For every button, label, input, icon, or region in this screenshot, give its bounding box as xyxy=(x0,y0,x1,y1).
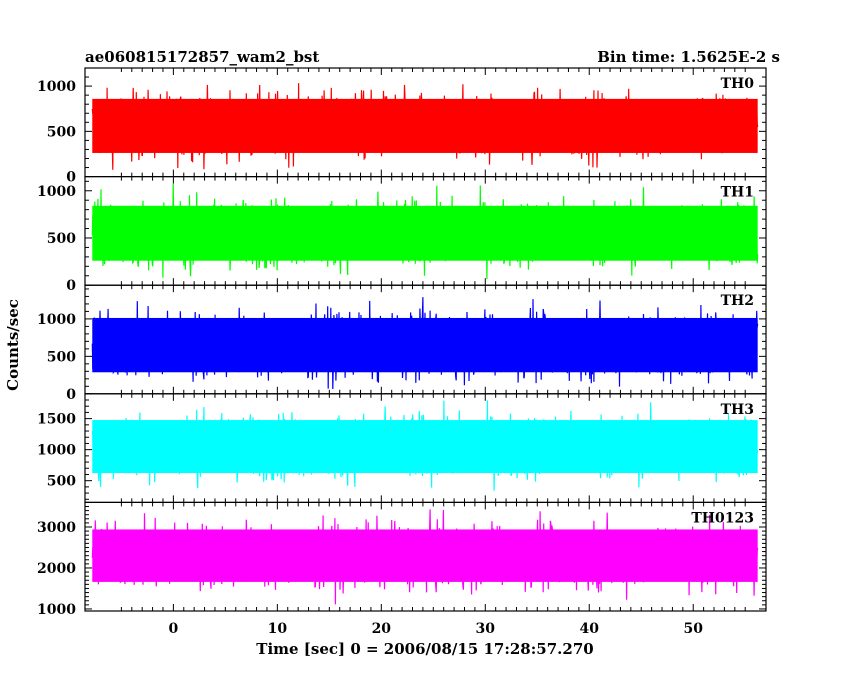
x-tick-label: 0 xyxy=(168,621,178,637)
series-line-th1 xyxy=(91,183,759,280)
series-line-th2 xyxy=(91,297,759,390)
x-tick-label: 10 xyxy=(268,621,288,637)
series-line-th3 xyxy=(91,400,759,491)
panel-label-th0: TH0 xyxy=(721,76,755,92)
y-tick-label: 500 xyxy=(47,349,76,365)
x-tick-label: 20 xyxy=(372,621,392,637)
y-tick-label: 1500 xyxy=(37,412,76,428)
panel-th0: 0 500 1000 TH0 xyxy=(37,67,767,186)
y-axis-label: Counts/sec xyxy=(4,299,22,391)
series-line-th0 xyxy=(91,83,759,170)
chart-title-right: Bin time: 1.5625E-2 s xyxy=(597,48,780,66)
x-tick-label: 40 xyxy=(580,621,600,637)
y-tick-label: 1000 xyxy=(37,79,76,95)
y-tick-label: 3000 xyxy=(37,520,76,536)
x-tick-label: 30 xyxy=(476,621,496,637)
panel-th0123: 1000 2000 3000 TH0123 xyxy=(37,501,767,618)
y-tick-label: 500 xyxy=(47,231,76,247)
y-tick-label: 500 xyxy=(47,124,76,140)
y-tick-label: 0 xyxy=(66,170,76,186)
y-tick-label: 1000 xyxy=(37,312,76,328)
y-tick-label: 0 xyxy=(66,387,76,403)
y-tick-label: 500 xyxy=(47,474,76,490)
y-tick-label: 1000 xyxy=(37,443,76,459)
panel-label-th3: TH3 xyxy=(721,402,754,418)
x-axis-tick-labels: 0 10 20 30 40 50 xyxy=(168,621,703,637)
y-tick-label: 1000 xyxy=(37,184,76,200)
panel-stack: 0 500 1000 TH0 0 500 1000 TH1 0 500 1000 TH2 500 1000… xyxy=(37,67,767,618)
panel-label-th1: TH1 xyxy=(721,185,754,201)
series-line-th0123 xyxy=(91,509,759,605)
x-tick-label: 50 xyxy=(683,621,703,637)
panel-th1: 0 500 1000 TH1 xyxy=(37,176,767,294)
panel-frame xyxy=(84,501,767,612)
y-tick-label: 0 xyxy=(66,278,76,294)
x-axis-label: Time [sec] 0 = 2006/08/15 17:28:57.270 xyxy=(256,640,593,658)
panel-th2: 0 500 1000 TH2 xyxy=(37,284,767,403)
chart-title-left: ae060815172857_wam2_bst xyxy=(85,48,319,66)
panel-label-th0123: TH0123 xyxy=(691,510,754,526)
y-tick-label: 1000 xyxy=(37,602,76,618)
y-tick-label: 2000 xyxy=(37,561,76,577)
panel-label-th2: TH2 xyxy=(721,293,754,309)
panel-th3: 500 1000 1500 TH3 xyxy=(37,393,767,503)
